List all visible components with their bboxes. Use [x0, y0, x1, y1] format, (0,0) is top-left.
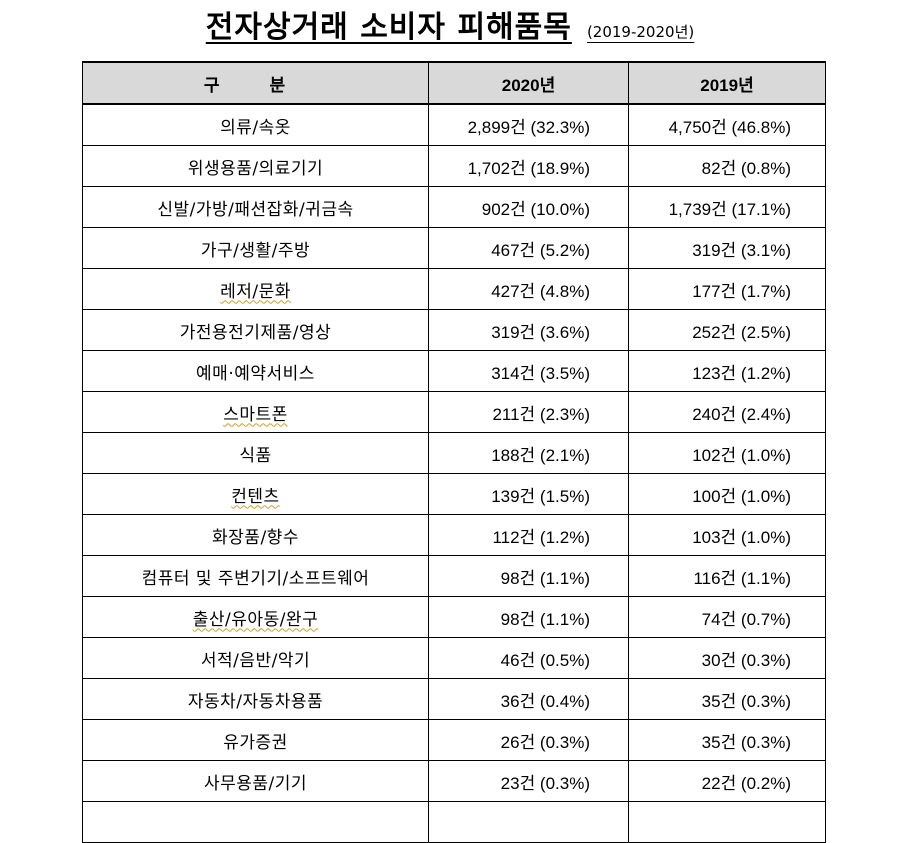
- row-value-2020: 314건 (3.5%): [428, 350, 629, 392]
- table-row: 서적/음반/악기 46건 (0.5%) 30건 (0.3%): [82, 637, 826, 679]
- table-row: 가전용전기제품/영상 319건 (3.6%) 252건 (2.5%): [82, 309, 826, 351]
- row-value-2019: 100건 (1.0%): [628, 473, 826, 515]
- row-value-2020: 902건 (10.0%): [428, 186, 629, 228]
- row-value-2020: 319건 (3.6%): [428, 309, 629, 351]
- table-row: 스마트폰 211건 (2.3%) 240건 (2.4%): [82, 391, 826, 433]
- row-value-2020: 98건 (1.1%): [428, 555, 629, 597]
- row-value-2019: 177건 (1.7%): [628, 268, 826, 310]
- row-category: 위생용품/의료기기: [82, 145, 429, 187]
- row-category: 예매·예약서비스: [82, 350, 429, 392]
- row-category: 컴퓨터 및 주변기기/소프트웨어: [82, 555, 429, 597]
- row-value-2019: 82건 (0.8%): [628, 145, 826, 187]
- row-value-2020: 139건 (1.5%): [428, 473, 629, 515]
- table-row: 신발/가방/패션잡화/귀금속 902건 (10.0%) 1,739건 (17.1…: [82, 186, 826, 228]
- row-category: 자동차/자동차용품: [82, 678, 429, 720]
- table-row: 식품 188건 (2.1%) 102건 (1.0%): [82, 432, 826, 474]
- row-value-2019: 103건 (1.0%): [628, 514, 826, 556]
- row-value-2019: 74건 (0.7%): [628, 596, 826, 638]
- header-2019: 2019년: [628, 61, 826, 105]
- row-value-2019: 240건 (2.4%): [628, 391, 826, 433]
- row-value-2019: 35건 (0.3%): [628, 678, 826, 720]
- row-category: 가구/생활/주방: [82, 227, 429, 269]
- row-value-2019: 22건 (0.2%): [628, 760, 826, 802]
- table-row: 컴퓨터 및 주변기기/소프트웨어 98건 (1.1%) 116건 (1.1%): [82, 555, 826, 597]
- table-row: 의류/속옷 2,899건 (32.3%) 4,750건 (46.8%): [82, 103, 826, 146]
- row-value-2020: 211건 (2.3%): [428, 391, 629, 433]
- row-value-2020: 2,899건 (32.3%): [428, 103, 629, 146]
- row-category: 출산/유아동/완구: [82, 596, 429, 638]
- row-category: 신발/가방/패션잡화/귀금속: [82, 186, 429, 228]
- row-value-2019: 4,750건 (46.8%): [628, 103, 826, 146]
- row-value-2019: 319건 (3.1%): [628, 227, 826, 269]
- row-category: 의류/속옷: [82, 103, 429, 146]
- row-category: 유가증권: [82, 719, 429, 761]
- row-value-2020: 427건 (4.8%): [428, 268, 629, 310]
- row-category-label: 레저/문화: [220, 281, 291, 302]
- row-value-2020: 36건 (0.4%): [428, 678, 629, 720]
- row-value-2019: 102건 (1.0%): [628, 432, 826, 474]
- row-value-2020: 26건 (0.3%): [428, 719, 629, 761]
- row-value-2019: 30건 (0.3%): [628, 637, 826, 679]
- row-value-2020: [428, 801, 629, 843]
- row-category: [82, 801, 429, 843]
- document-title: 전자상거래 소비자 피해품목 (2019-2020년): [0, 2, 900, 46]
- table-row: 자동차/자동차용품 36건 (0.4%) 35건 (0.3%): [82, 678, 826, 720]
- row-category: 가전용전기제품/영상: [82, 309, 429, 351]
- row-value-2020: 1,702건 (18.9%): [428, 145, 629, 187]
- title-main: 전자상거래 소비자 피해품목: [205, 10, 572, 45]
- table-header-row: 구 분 2020년 2019년: [82, 61, 826, 105]
- row-value-2020: 188건 (2.1%): [428, 432, 629, 474]
- header-category: 구 분: [82, 61, 429, 105]
- row-category-label: 출산/유아동/완구: [192, 609, 319, 630]
- row-value-2019: [628, 801, 826, 843]
- row-category: 식품: [82, 432, 429, 474]
- table-row: 사무용품/기기 23건 (0.3%) 22건 (0.2%): [82, 760, 826, 802]
- row-value-2019: 1,739건 (17.1%): [628, 186, 826, 228]
- table-row: 화장품/향수 112건 (1.2%) 103건 (1.0%): [82, 514, 826, 556]
- row-value-2020: 46건 (0.5%): [428, 637, 629, 679]
- table-row: 레저/문화 427건 (4.8%) 177건 (1.7%): [82, 268, 826, 310]
- row-value-2019: 252건 (2.5%): [628, 309, 826, 351]
- row-value-2019: 35건 (0.3%): [628, 719, 826, 761]
- table-row: 컨텐츠 139건 (1.5%) 100건 (1.0%): [82, 473, 826, 515]
- row-value-2020: 112건 (1.2%): [428, 514, 629, 556]
- row-value-2020: 23건 (0.3%): [428, 760, 629, 802]
- table-row: 위생용품/의료기기 1,702건 (18.9%) 82건 (0.8%): [82, 145, 826, 187]
- row-value-2020: 98건 (1.1%): [428, 596, 629, 638]
- title-period: (2019-2020년): [586, 23, 695, 41]
- row-category: 서적/음반/악기: [82, 637, 429, 679]
- table-row-partial: [82, 801, 826, 843]
- header-2020: 2020년: [428, 61, 629, 105]
- row-value-2019: 123건 (1.2%): [628, 350, 826, 392]
- table-row: 예매·예약서비스 314건 (3.5%) 123건 (1.2%): [82, 350, 826, 392]
- table-row: 유가증권 26건 (0.3%) 35건 (0.3%): [82, 719, 826, 761]
- row-category-label: 컨텐츠: [231, 486, 280, 507]
- row-category-label: 스마트폰: [223, 404, 288, 425]
- row-value-2020: 467건 (5.2%): [428, 227, 629, 269]
- table-row: 가구/생활/주방 467건 (5.2%) 319건 (3.1%): [82, 227, 826, 269]
- row-value-2019: 116건 (1.1%): [628, 555, 826, 597]
- damage-items-table: 구 분 2020년 2019년 의류/속옷 2,899건 (32.3%) 4,7…: [82, 61, 826, 843]
- table-row: 출산/유아동/완구 98건 (1.1%) 74건 (0.7%): [82, 596, 826, 638]
- row-category: 화장품/향수: [82, 514, 429, 556]
- row-category: 스마트폰: [82, 391, 429, 433]
- row-category: 레저/문화: [82, 268, 429, 310]
- row-category: 사무용품/기기: [82, 760, 429, 802]
- row-category: 컨텐츠: [82, 473, 429, 515]
